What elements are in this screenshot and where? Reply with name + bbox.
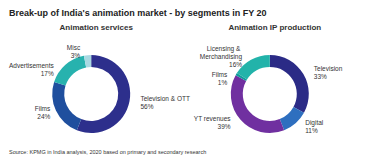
svg-text:24%: 24% [37,113,50,120]
svg-text:Misc: Misc [67,44,81,51]
svg-text:Films: Films [212,71,228,78]
svg-text:39%: 39% [218,123,231,130]
svg-text:Break-up of India's animation: Break-up of India's animation market - b… [9,8,267,18]
svg-text:Animation IP production: Animation IP production [228,23,321,32]
svg-text:1%: 1% [218,79,228,86]
svg-text:Television: Television [314,65,343,72]
svg-text:Digital: Digital [305,119,324,127]
svg-text:11%: 11% [305,127,318,134]
svg-text:Television & OTT: Television & OTT [140,95,190,102]
svg-text:Source: KPMG in India analysis: Source: KPMG in India analysis, 2020 bas… [9,149,206,155]
svg-text:Licensing &: Licensing & [207,45,242,53]
svg-text:3%: 3% [71,52,81,59]
svg-text:33%: 33% [314,73,327,80]
svg-text:16%: 16% [229,61,242,68]
svg-text:Merchandising: Merchandising [200,53,243,61]
svg-text:17%: 17% [41,70,54,77]
svg-text:Films: Films [35,105,51,112]
svg-text:Animation services: Animation services [60,23,134,32]
svg-text:56%: 56% [140,103,153,110]
svg-text:Advertisements: Advertisements [9,62,55,69]
svg-text:YT revenues: YT revenues [194,115,231,122]
